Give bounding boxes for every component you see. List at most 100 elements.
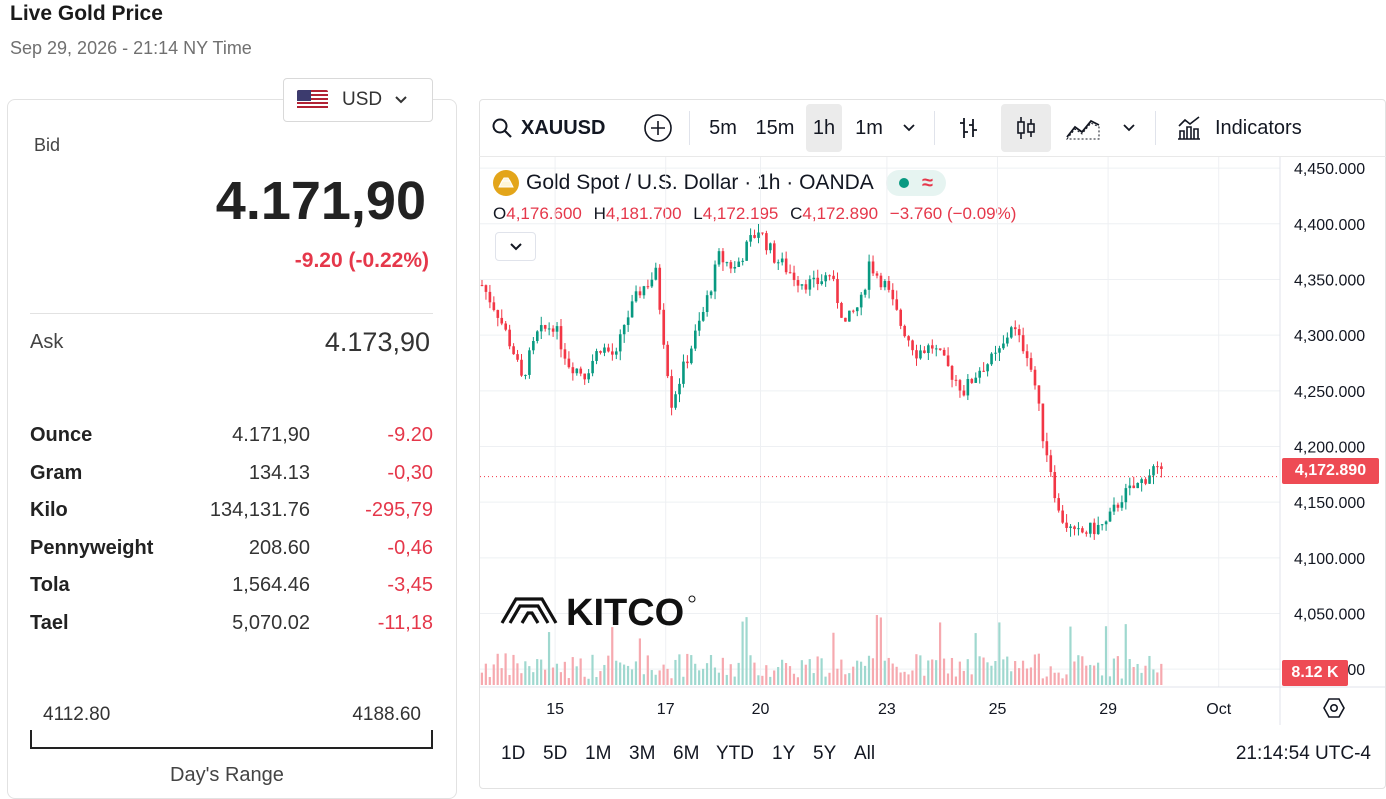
volume-bar xyxy=(1053,672,1056,685)
volume-bar xyxy=(599,671,602,685)
volume-bar xyxy=(1010,671,1013,685)
range-ytd[interactable]: YTD xyxy=(716,743,754,764)
unit-name: Tola xyxy=(30,574,70,596)
volume-bar xyxy=(879,617,882,685)
candle-body xyxy=(757,232,760,238)
candle-body xyxy=(753,235,756,238)
candle-body xyxy=(816,277,820,285)
volume-bar xyxy=(540,659,543,685)
candle-body xyxy=(883,280,887,288)
chevron-down-icon xyxy=(903,124,915,132)
chart-clock: 21:14:54 UTC-4 xyxy=(1235,743,1371,764)
indicators-button[interactable]: Indicators xyxy=(1175,99,1315,157)
y-tick-label: 4,400.000 xyxy=(1294,217,1365,234)
range-1d[interactable]: 1D xyxy=(501,743,526,764)
candle-body xyxy=(1140,479,1143,483)
candle-body xyxy=(923,350,926,353)
currency-select[interactable]: USD xyxy=(283,78,433,122)
candle-body xyxy=(583,373,586,380)
unit-row-gram: Gram 134.13 -0,30 xyxy=(30,462,433,492)
volume-bar xyxy=(777,667,780,685)
bars-chart-button[interactable] xyxy=(951,99,987,157)
volume-bar xyxy=(915,654,918,685)
candle-body xyxy=(532,341,535,351)
candle-body xyxy=(1073,526,1076,530)
volume-bar xyxy=(844,674,847,685)
volume-bar xyxy=(504,653,507,685)
volume-bar xyxy=(512,654,515,685)
volume-bar xyxy=(528,666,531,685)
y-tick-label: 4,250.000 xyxy=(1294,384,1365,401)
candle-body xyxy=(784,258,788,273)
volume-bar xyxy=(1041,678,1044,685)
volume-bar xyxy=(686,653,689,685)
unit-row-ounce: Ounce 4.171,90 -9.20 xyxy=(30,424,433,454)
x-tick-label: 20 xyxy=(752,701,770,718)
volume-bar xyxy=(931,659,934,685)
candle-body xyxy=(666,344,669,377)
volume-bar xyxy=(1085,665,1088,685)
candle-body xyxy=(1152,466,1155,476)
ask-price: 4.173,90 xyxy=(324,327,430,357)
candle-body xyxy=(1128,485,1132,489)
range-1y[interactable]: 1Y xyxy=(772,743,796,764)
interval-dropdown[interactable] xyxy=(897,99,921,157)
chart-type-dropdown[interactable] xyxy=(1117,99,1141,157)
us-flag-icon xyxy=(297,90,328,110)
volume-bar xyxy=(875,615,878,685)
gold-symbol-icon xyxy=(493,170,519,196)
volume-bar xyxy=(607,655,610,685)
volume-bar xyxy=(982,657,985,685)
range-3m[interactable]: 3M xyxy=(629,743,656,764)
volume-bar xyxy=(942,658,946,685)
y-tick-label: 4,300.000 xyxy=(1294,328,1365,345)
candle-body xyxy=(488,291,492,303)
plus-circle-icon xyxy=(644,114,672,142)
settings-icon[interactable] xyxy=(1322,696,1346,720)
interval-1h[interactable]: 1h xyxy=(806,104,842,152)
volume-bar xyxy=(1116,656,1119,685)
interval-1m[interactable]: 1m xyxy=(855,116,883,139)
volume-bar xyxy=(946,673,950,685)
range-1m[interactable]: 1M xyxy=(585,743,612,764)
market-status-pill[interactable]: ≈ xyxy=(885,170,946,196)
volume-bar xyxy=(753,662,756,685)
range-all[interactable]: All xyxy=(854,743,876,764)
unit-price: 5,070.02 xyxy=(232,612,310,634)
volume-bar xyxy=(761,675,764,685)
range-5y[interactable]: 5Y xyxy=(813,743,837,764)
candle-body xyxy=(978,370,981,378)
candle-body xyxy=(607,347,610,352)
volume-bar xyxy=(1148,655,1151,685)
symbol-search[interactable]: XAUUSD xyxy=(491,99,611,157)
volume-bar xyxy=(1097,662,1100,685)
bars-icon xyxy=(960,118,977,138)
range-5d[interactable]: 5D xyxy=(543,743,568,764)
interval-15m[interactable]: 15m xyxy=(755,116,795,139)
candle-body xyxy=(852,310,855,312)
candle-body xyxy=(539,325,543,332)
volume-bar xyxy=(927,660,930,685)
candle-body xyxy=(1104,521,1108,525)
interval-5m[interactable]: 5m xyxy=(709,116,737,139)
candle-body xyxy=(1092,522,1096,535)
day-range-low: 4112.80 xyxy=(43,704,111,725)
volume-bar xyxy=(978,656,981,685)
candle-body xyxy=(737,261,741,267)
volume-bar xyxy=(935,660,938,685)
candles-chart-button[interactable] xyxy=(1001,104,1051,152)
unit-price: 134,131.76 xyxy=(209,499,310,521)
compare-button[interactable] xyxy=(641,99,675,157)
area-chart-button[interactable] xyxy=(1063,99,1103,157)
candle-body xyxy=(686,361,689,364)
volume-bar xyxy=(488,677,491,685)
volume-bar xyxy=(832,632,835,685)
legend-collapse-button[interactable] xyxy=(495,232,536,261)
candle-body xyxy=(879,275,883,288)
high-value: 4,181.700 xyxy=(605,204,682,223)
price-chart[interactable]: 4,450.000 4,400.000 4,350.000 4,300.000 4,25… xyxy=(480,157,1385,725)
candle-body xyxy=(1061,510,1064,523)
candle-body xyxy=(769,243,772,251)
range-6m[interactable]: 6M xyxy=(673,743,700,764)
volume-bar xyxy=(962,670,965,685)
